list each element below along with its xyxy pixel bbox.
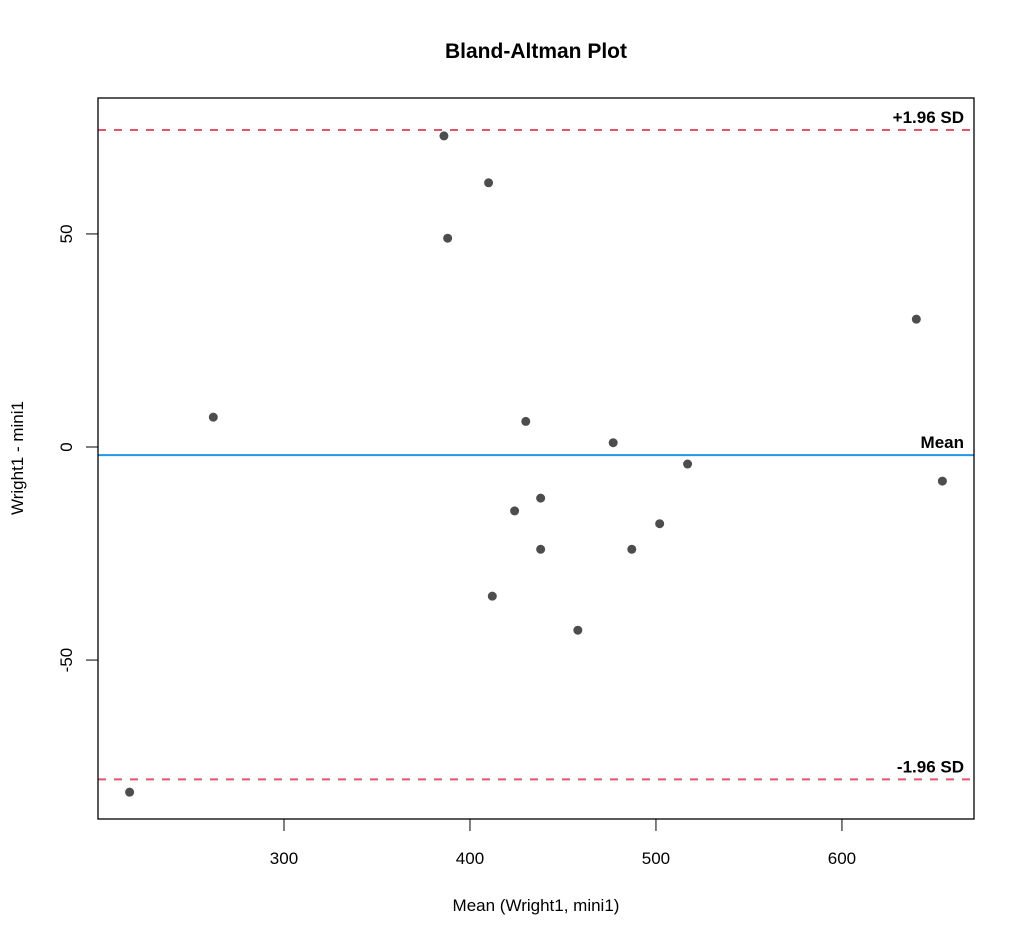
data-point: [510, 506, 520, 516]
data-point: [573, 625, 583, 635]
data-point: [208, 412, 218, 422]
reference-lines: +1.96 SD Mean -1.96 SD: [98, 108, 974, 781]
data-point: [627, 544, 637, 554]
x-tick-label: 400: [456, 849, 484, 868]
reference-line-label: Mean: [921, 433, 964, 452]
x-tick-label: 500: [642, 849, 670, 868]
y-tick-label: 0: [57, 442, 76, 451]
data-point: [683, 459, 693, 469]
data-point: [911, 314, 921, 324]
data-point: [125, 787, 135, 797]
data-point: [536, 544, 546, 554]
data-point: [937, 476, 947, 486]
data-point: [655, 519, 665, 529]
x-tick-label: 300: [270, 849, 298, 868]
data-point: [521, 416, 531, 426]
x-tick-label: 600: [828, 849, 856, 868]
data-point: [484, 178, 494, 188]
y-tick-label: 50: [57, 224, 76, 243]
reference-line-label: +1.96 SD: [893, 108, 964, 127]
data-point: [536, 493, 546, 503]
data-point: [443, 233, 453, 243]
data-points: [125, 131, 947, 797]
x-axis-label: Mean (Wright1, mini1): [453, 896, 620, 915]
plot-frame: [97, 97, 975, 820]
data-point: [608, 438, 618, 448]
chart-title: Bland-Altman Plot: [445, 40, 627, 63]
reference-line-label: -1.96 SD: [897, 757, 964, 776]
x-axis: 300 400 500 600: [270, 819, 856, 868]
data-point: [487, 591, 497, 601]
y-axis-label: Wright1 - mini1: [8, 401, 27, 515]
y-axis: -50 0 50: [57, 224, 98, 672]
data-point: [439, 131, 449, 141]
y-tick-label: -50: [57, 648, 76, 673]
